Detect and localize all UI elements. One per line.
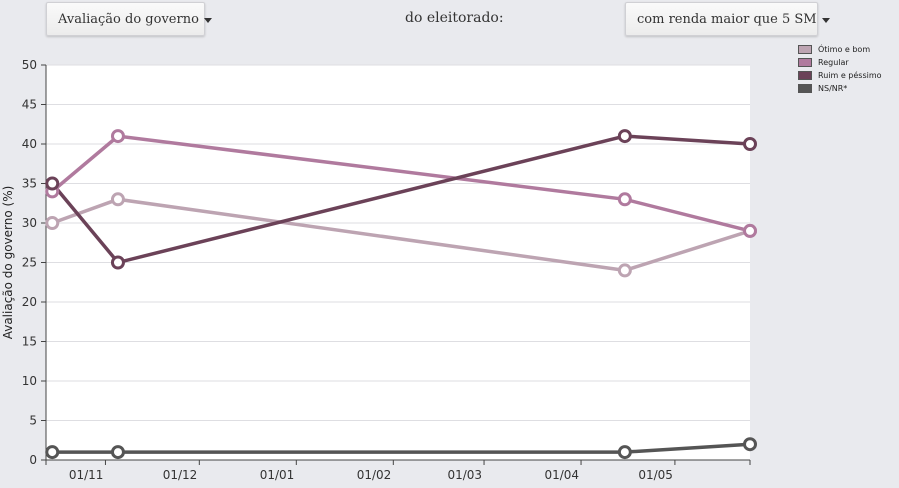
- legend-label: Ruim e péssimo: [818, 71, 882, 80]
- legend-label: Ótimo e bom: [818, 45, 871, 54]
- data-point: [743, 137, 757, 151]
- y-axis-title: Avaliação do governo (%): [1, 186, 15, 340]
- metric-dropdown-label: Avaliação do governo: [58, 11, 199, 27]
- x-tick-label: 01/02: [357, 468, 392, 482]
- y-tick-label: 20: [22, 295, 37, 309]
- legend-swatch: [798, 84, 812, 93]
- y-tick-label: 5: [29, 414, 37, 428]
- series-line: [50, 134, 751, 265]
- legend-item[interactable]: Ruim e péssimo: [798, 69, 882, 82]
- chevron-down-icon: [821, 17, 830, 23]
- data-point: [110, 192, 125, 207]
- series-line: [51, 197, 751, 273]
- legend-label: Regular: [818, 58, 849, 67]
- income-filter-label: com renda maior que 5 SM: [637, 11, 817, 27]
- chevron-down-icon: [203, 17, 212, 23]
- data-point: [110, 445, 125, 460]
- electorate-label: do eleitorado:: [405, 10, 504, 26]
- y-tick-label: 35: [22, 177, 37, 191]
- data-point: [617, 263, 632, 278]
- data-point: [617, 192, 632, 207]
- y-tick-label: 40: [22, 137, 37, 151]
- x-tick-label: 01/11: [69, 468, 104, 482]
- data-point: [45, 216, 60, 230]
- legend-swatch: [798, 58, 812, 67]
- data-point: [743, 437, 757, 452]
- data-point: [617, 129, 632, 144]
- legend-swatch: [798, 45, 812, 54]
- data-point: [110, 255, 125, 270]
- data-point: [743, 223, 757, 238]
- data-point: [110, 129, 125, 144]
- legend-item[interactable]: NS/NR*: [798, 82, 882, 95]
- y-tick-label: 45: [22, 98, 37, 112]
- y-tick-label: 15: [22, 335, 37, 349]
- legend-item[interactable]: Regular: [798, 56, 882, 69]
- income-filter-dropdown[interactable]: com renda maior que 5 SM: [625, 2, 830, 36]
- legend-swatch: [798, 71, 812, 80]
- legend-label: NS/NR*: [818, 84, 848, 93]
- y-tick-label: 25: [22, 256, 37, 270]
- legend-item[interactable]: Ótimo e bom: [798, 43, 882, 56]
- data-point: [45, 445, 60, 460]
- chart-legend: Ótimo e bom Regular Ruim e péssimo NS/NR*: [798, 43, 882, 95]
- x-tick-label: 01/12: [163, 468, 198, 482]
- y-tick-label: 30: [22, 216, 37, 230]
- metric-dropdown[interactable]: Avaliação do governo: [46, 2, 212, 36]
- data-point: [617, 445, 632, 460]
- x-tick-label: 01/05: [638, 468, 673, 482]
- x-tick-label: 01/03: [447, 468, 482, 482]
- series-line: [51, 134, 751, 233]
- x-tick-label: 01/04: [544, 468, 579, 482]
- x-tick-label: 01/01: [260, 468, 295, 482]
- y-tick-label: 50: [22, 58, 37, 72]
- y-tick-label: 10: [22, 374, 37, 388]
- y-tick-label: 0: [29, 453, 37, 467]
- series-line: [52, 442, 751, 454]
- data-point: [45, 176, 60, 191]
